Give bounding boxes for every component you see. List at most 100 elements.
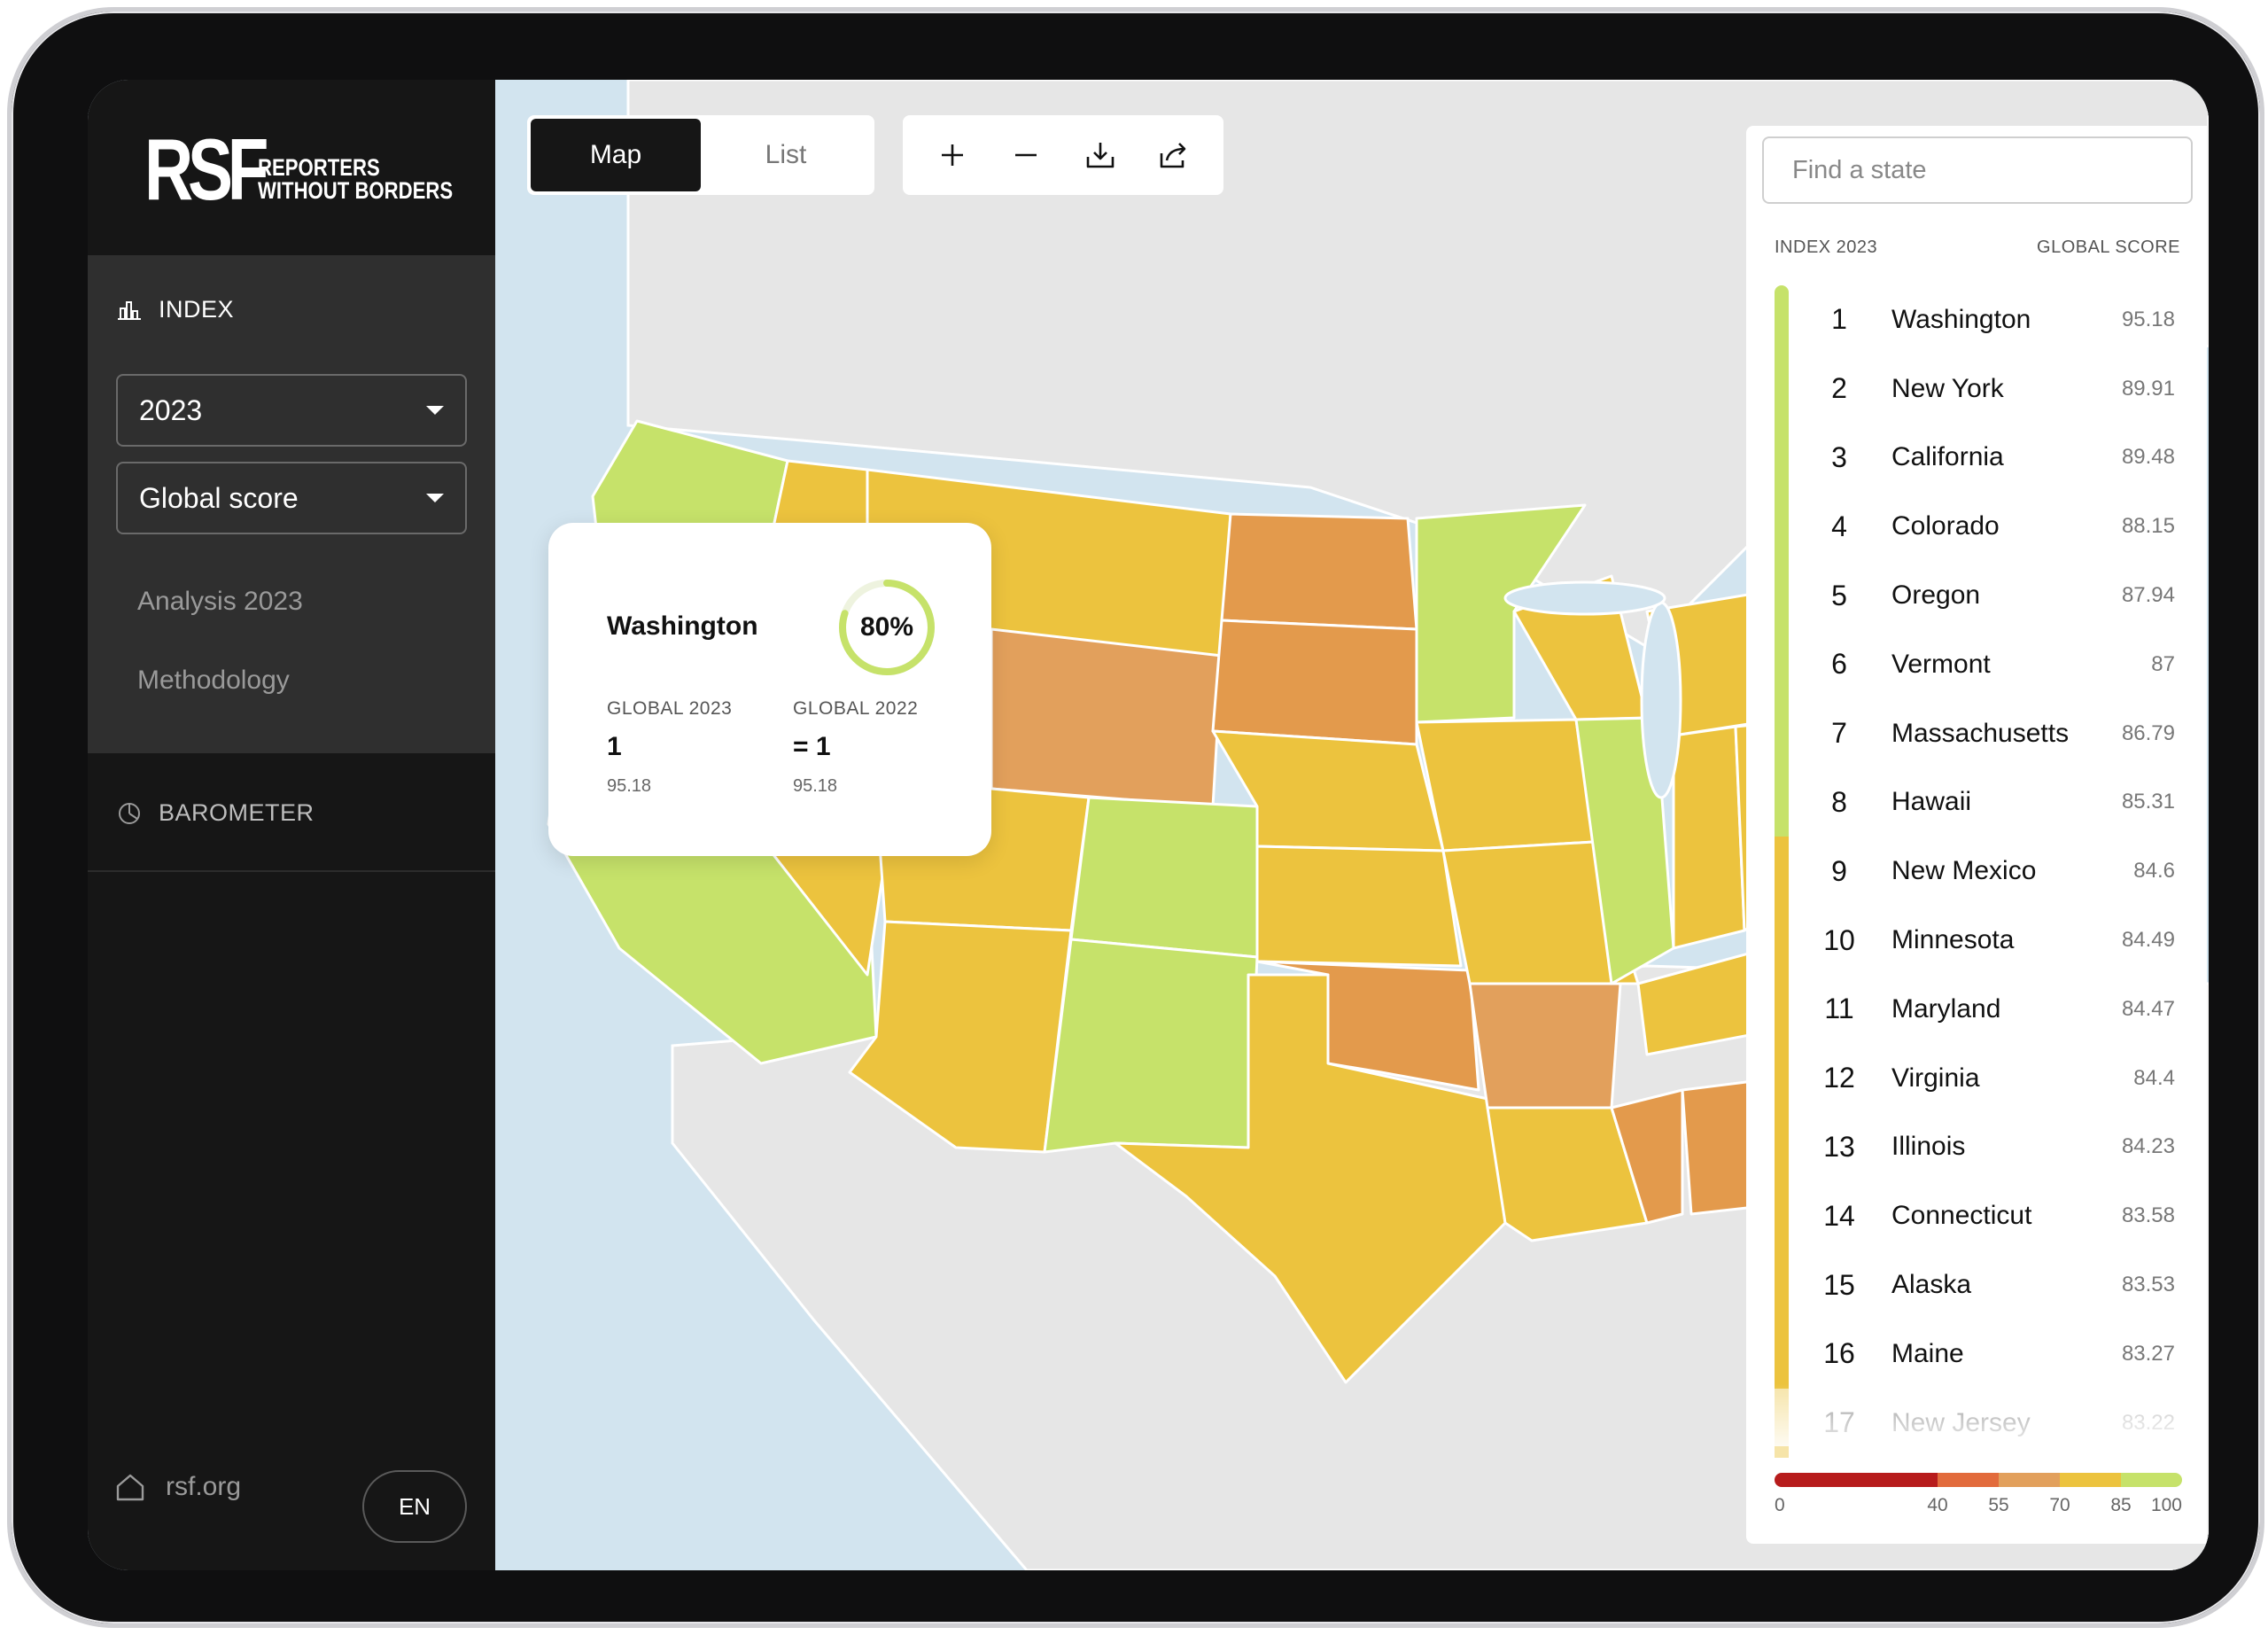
list-item[interactable]: 15 Alaska 83.53 — [1746, 1250, 2207, 1320]
search-input[interactable] — [1762, 136, 2193, 204]
share-button[interactable] — [1147, 128, 1200, 182]
state-north-dakota[interactable] — [1220, 512, 1418, 631]
tab-map-label: Map — [589, 140, 642, 169]
state-iowa[interactable] — [1415, 718, 1596, 853]
list-item[interactable]: 7 Massachusetts 86.79 — [1746, 698, 2207, 768]
row-rank: 7 — [1831, 717, 1847, 750]
bar-chart-icon — [118, 300, 141, 320]
language-button[interactable]: EN — [362, 1470, 467, 1543]
state-colorado[interactable] — [1069, 796, 1259, 959]
row-rank: 6 — [1831, 648, 1847, 681]
row-rank: 15 — [1823, 1268, 1855, 1301]
list-item[interactable]: 6 Vermont 87 — [1746, 629, 2207, 699]
column-score-header: GLOBAL SCORE — [2037, 237, 2180, 257]
row-rank: 11 — [1824, 993, 1854, 1025]
row-rank: 3 — [1831, 440, 1847, 473]
column-index-header: INDEX 2023 — [1775, 237, 1878, 257]
analysis-link[interactable]: Analysis 2023 — [137, 587, 303, 616]
rsf-logo[interactable]: RSF REPORTERS WITHOUT BORDERS — [144, 126, 453, 213]
zoom-out-button[interactable] — [999, 128, 1052, 182]
home-link-label: rsf.org — [166, 1472, 242, 1501]
score-color-bar — [1775, 629, 1789, 699]
row-state: Massachusetts — [1891, 718, 2070, 748]
list-item[interactable]: 4 Colorado 88.15 — [1746, 492, 2207, 562]
map-area[interactable]: Map List Washington 80% GLOBAL 2023 GLOB… — [495, 80, 2209, 1570]
logo-line1: REPORTERS — [258, 154, 380, 181]
list-item[interactable]: 11 Maryland 84.47 — [1746, 974, 2207, 1044]
language-label: EN — [398, 1492, 431, 1520]
list-item[interactable]: 1 Washington 95.18 — [1746, 285, 2207, 354]
global-2023-rank: 1 — [607, 732, 622, 761]
row-rank: 2 — [1831, 372, 1847, 405]
row-state: California — [1891, 442, 2004, 472]
legend-tick: 70 — [2049, 1495, 2070, 1515]
row-state: Maine — [1891, 1338, 1964, 1368]
nav-barometer[interactable]: BAROMETER — [116, 799, 315, 827]
zoom-in-icon — [941, 144, 963, 166]
list-item[interactable]: 8 Hawaii 85.31 — [1746, 767, 2207, 837]
zoom-out-icon — [1015, 153, 1037, 157]
tablet-frame: RSF REPORTERS WITHOUT BORDERS INDEX 2023 … — [7, 7, 2264, 1628]
row-score: 86.79 — [2121, 720, 2175, 745]
legend-tick: 0 — [1775, 1495, 1785, 1515]
year-select[interactable]: 2023 — [116, 374, 467, 447]
state-arkansas[interactable] — [1468, 982, 1622, 1109]
zoom-in-button[interactable] — [926, 128, 979, 182]
tab-list-label: List — [765, 140, 807, 169]
score-color-bar — [1775, 837, 1789, 907]
row-state: Minnesota — [1891, 925, 2015, 955]
row-score: 85.31 — [2121, 790, 2175, 814]
legend-segment — [1775, 1473, 1938, 1487]
score-color-bar — [1775, 492, 1789, 562]
metric-select[interactable]: Global score — [116, 462, 467, 534]
year-select-value: 2023 — [139, 393, 203, 426]
row-state: Illinois — [1891, 1132, 1966, 1162]
chevron-down-icon — [426, 406, 444, 415]
row-state: Connecticut — [1891, 1201, 2032, 1231]
state-new-mexico[interactable] — [1043, 938, 1259, 1154]
row-state: New York — [1891, 373, 2004, 403]
list-item[interactable]: 9 New Mexico 84.6 — [1746, 837, 2207, 907]
state-texas[interactable] — [1114, 973, 1507, 1384]
state-south-dakota[interactable] — [1211, 619, 1418, 746]
list-item[interactable]: 12 Virginia 84.4 — [1746, 1043, 2207, 1113]
score-color-bar — [1775, 1112, 1789, 1182]
nav-index[interactable]: INDEX — [116, 296, 234, 323]
list-item[interactable]: 10 Minnesota 84.49 — [1746, 906, 2207, 975]
state-wyoming[interactable] — [990, 627, 1223, 808]
global-2022-rank: = 1 — [793, 732, 831, 761]
row-rank: 12 — [1823, 1062, 1855, 1094]
tab-map[interactable]: Map — [531, 119, 701, 191]
row-rank: 13 — [1823, 1130, 1855, 1163]
list-item[interactable]: 14 Connecticut 83.58 — [1746, 1181, 2207, 1251]
row-state: New Mexico — [1891, 856, 2037, 886]
score-color-bar — [1775, 1319, 1789, 1389]
score-color-bar — [1775, 354, 1789, 424]
download-button[interactable] — [1074, 128, 1127, 182]
row-score: 84.47 — [2121, 996, 2175, 1021]
row-state: Alaska — [1891, 1270, 1972, 1300]
tab-list[interactable]: List — [701, 119, 871, 191]
row-score: 87.94 — [2121, 583, 2175, 608]
row-rank: 1 — [1831, 303, 1847, 336]
lake-superior — [1503, 580, 1666, 616]
state-louisiana[interactable] — [1486, 1106, 1649, 1242]
global-2022-score: 95.18 — [793, 776, 838, 796]
map-tools — [903, 115, 1223, 195]
row-score: 89.48 — [2121, 445, 2175, 470]
list-item[interactable]: 3 California 89.48 — [1746, 423, 2207, 493]
logo-line2: WITHOUT BORDERS — [258, 177, 454, 204]
list-item[interactable]: 2 New York 89.91 — [1746, 354, 2207, 424]
methodology-link[interactable]: Methodology — [137, 666, 290, 695]
state-minnesota[interactable] — [1415, 503, 1587, 724]
list-item[interactable]: 13 Illinois 84.23 — [1746, 1112, 2207, 1182]
home-link[interactable]: rsf.org — [114, 1471, 241, 1503]
nav-barometer-label: BAROMETER — [159, 799, 315, 826]
state-mississippi[interactable] — [1610, 1088, 1684, 1225]
list-item[interactable]: 16 Maine 83.27 — [1746, 1319, 2207, 1389]
score-percent: 80% — [859, 612, 914, 642]
row-rank: 4 — [1831, 510, 1847, 542]
list-item[interactable]: 5 Oregon 87.94 — [1746, 561, 2207, 630]
state-indiana[interactable] — [1672, 725, 1746, 950]
state-kansas[interactable] — [1255, 845, 1463, 968]
